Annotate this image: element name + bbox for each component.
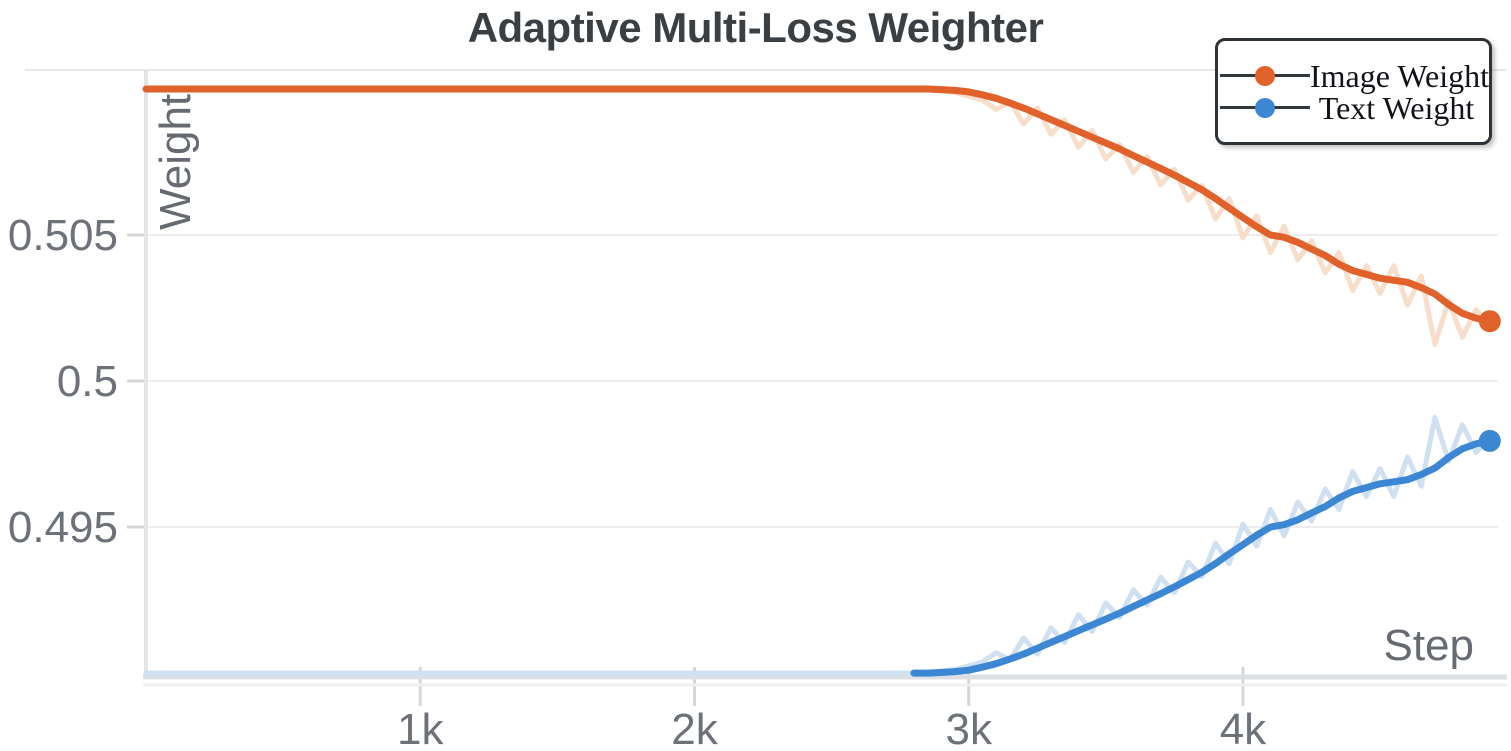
image-weight-smoothed-line: [142, 85, 1494, 325]
x-tick-label: 1k: [397, 705, 444, 751]
text-weight-end-marker: [1478, 429, 1501, 452]
legend-label-image-weight: Image Weight: [1310, 57, 1489, 94]
y-tick-label: 0.495: [8, 503, 118, 552]
legend-label-text-weight: Text Weight: [1318, 89, 1475, 126]
x-tick-label: 3k: [945, 705, 992, 751]
text-weight-smoothed-line: [910, 437, 1494, 677]
legend-item-image-weight: Image Weight: [1218, 60, 1489, 92]
x-tick-label: 2k: [671, 705, 718, 751]
y-axis-label: Weight: [151, 94, 200, 230]
legend-line-sample-text-weight: [1220, 95, 1310, 121]
legend-line-sample-image-weight: [1220, 63, 1310, 89]
image-weight-end-marker: [1478, 310, 1501, 333]
y-tick-label: 0.505: [8, 211, 118, 260]
text-weight-raw-line: [143, 415, 1493, 676]
x-axis-label: Step: [1383, 621, 1474, 670]
plot-layers: 0.505 0.5 0.495 1k 2k 3k 4k: [8, 69, 1507, 751]
legend: Image Weight Text Weight: [1215, 38, 1492, 145]
legend-item-text-weight: Text Weight: [1218, 92, 1483, 124]
legend-marker-image-weight: [1255, 65, 1275, 86]
x-tick-label: 4k: [1220, 705, 1267, 751]
y-tick-label: 0.5: [57, 357, 118, 406]
legend-marker-text-weight: [1255, 97, 1275, 118]
